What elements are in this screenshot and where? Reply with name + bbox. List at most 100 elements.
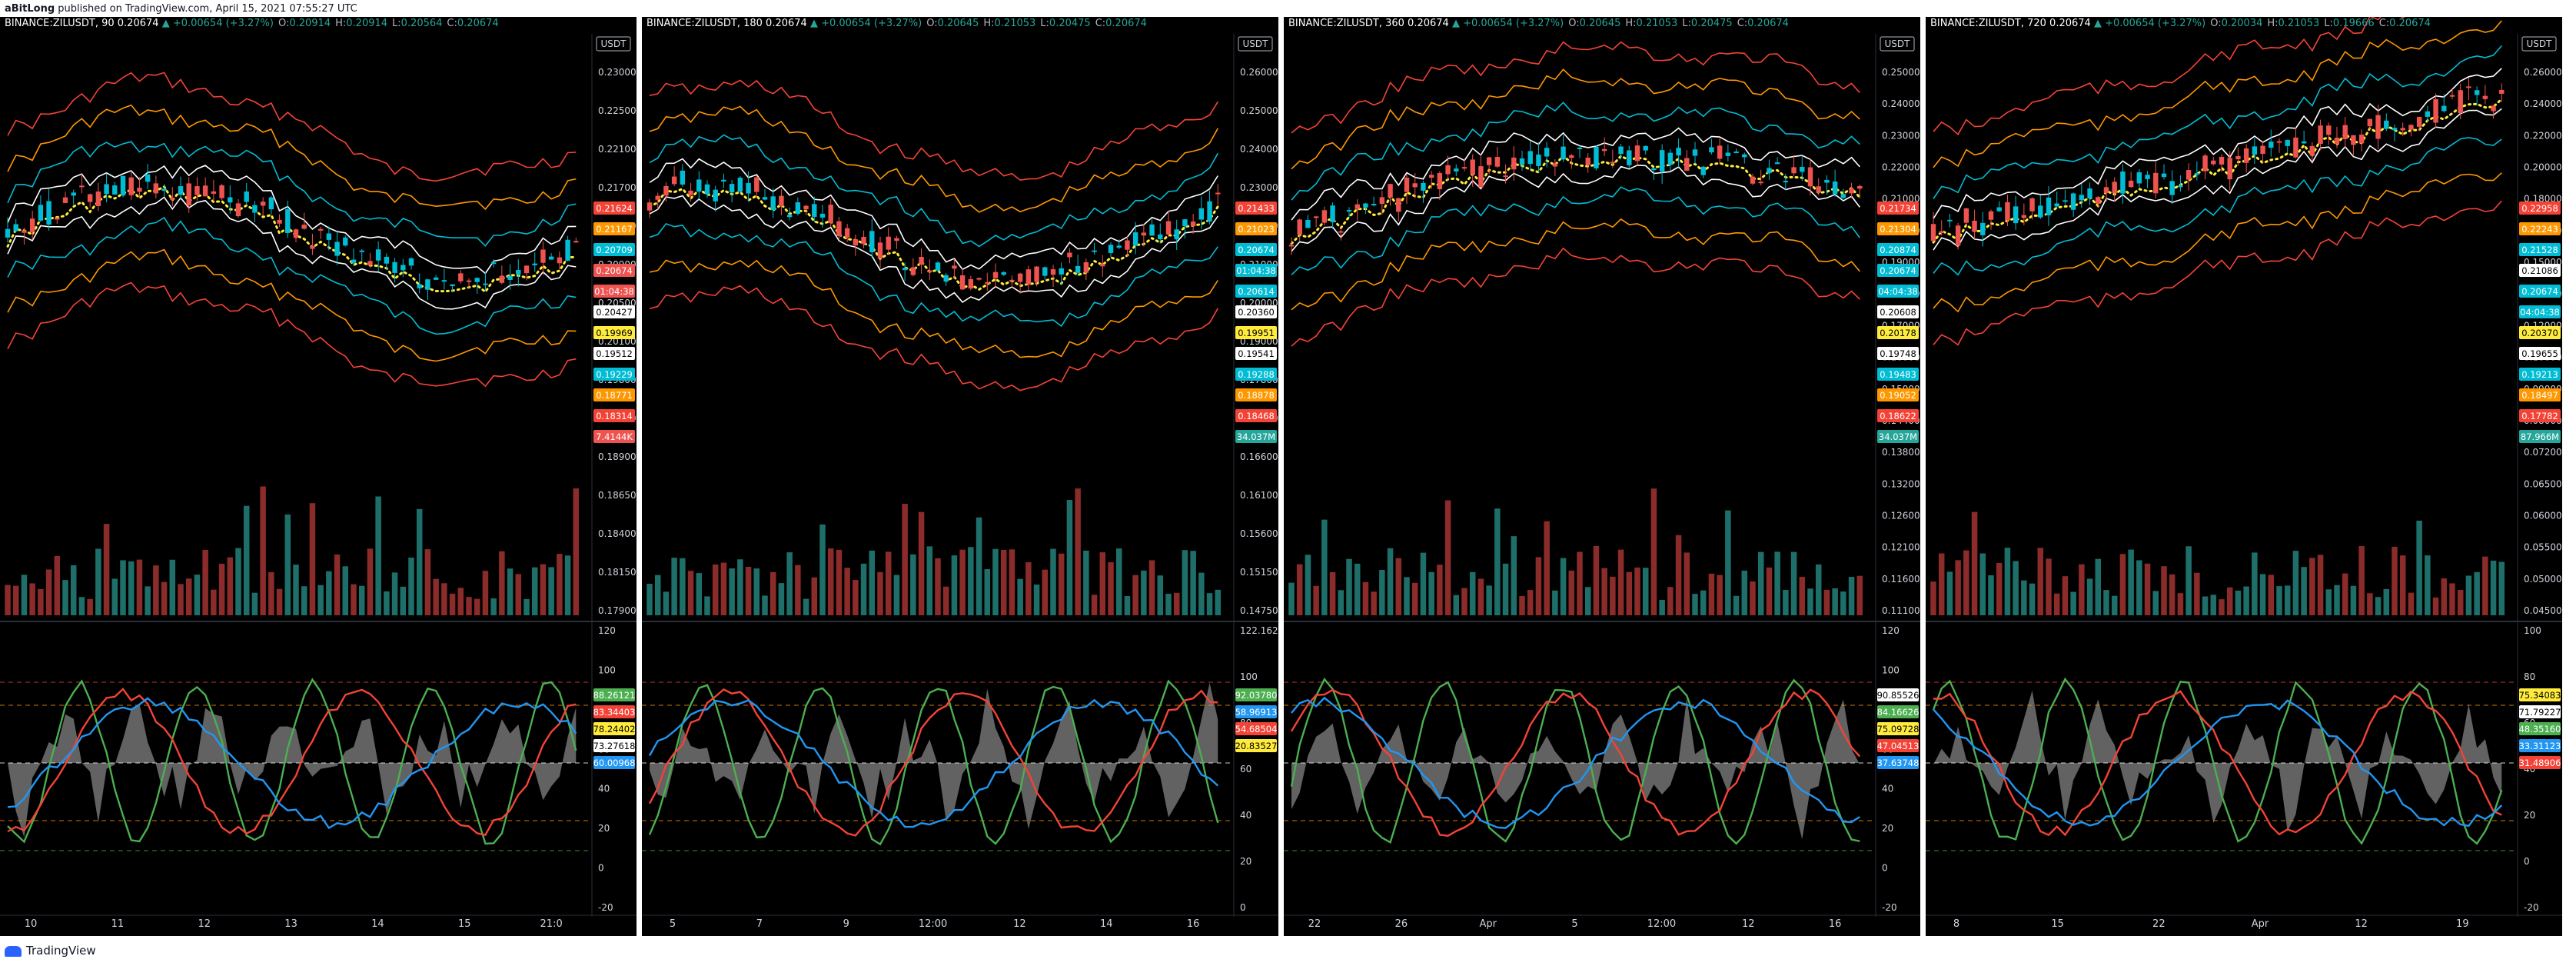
volume-bar: [935, 558, 941, 615]
histogram-area: [8, 703, 577, 838]
price-axis[interactable]: USDT0.260000.240000.220000.200000.180000…: [2519, 36, 2562, 616]
time-axis[interactable]: 5 7 9 12:00 12 14 16: [670, 918, 1200, 930]
candle-body: [2400, 128, 2405, 131]
tradingview-logo[interactable]: TradingView: [5, 944, 96, 958]
volume-bar: [111, 578, 118, 615]
volume-bar: [1173, 592, 1180, 615]
oscillator-tick: 40: [1882, 784, 1893, 794]
volume-bar: [1527, 590, 1534, 615]
price-axis[interactable]: USDT0.260000.250000.240000.230000.220000…: [1235, 36, 1278, 616]
candle-body: [1321, 210, 1328, 223]
oscillator-axis[interactable]: 120100806040200-2090.8552684.1662675.097…: [1877, 625, 1920, 913]
volume-bar: [1083, 550, 1089, 615]
price-axis[interactable]: USDT0.230000.225000.221000.217000.213000…: [593, 36, 637, 616]
candle-body: [1108, 245, 1114, 253]
oscillator-axis[interactable]: 122.1628510080604020092.0378058.9691354.…: [1235, 625, 1278, 913]
volume-bar: [1025, 562, 1032, 615]
volume-bar: [992, 548, 999, 615]
chart-panel-1[interactable]: BINANCE:ZILUSDT, 90 0.20674 ▲ +0.00654 (…: [0, 17, 637, 936]
volume-bar: [1198, 572, 1205, 615]
candle-body: [62, 197, 68, 203]
candle-body: [2219, 156, 2225, 165]
candle-body: [211, 191, 217, 194]
candle-body: [770, 196, 776, 211]
oscillator-tick: 80: [2524, 671, 2535, 682]
chart-canvas[interactable]: USDT0.230000.225000.221000.217000.213000…: [0, 17, 637, 936]
oscillator-tag-text: 71.79227: [2519, 707, 2561, 718]
candle-body: [1577, 147, 1583, 149]
volume-bar: [1305, 555, 1311, 615]
band-line: [1933, 108, 2502, 251]
price-change: +0.00654 (+3.27%): [1463, 18, 1564, 29]
price-tick: 0.13200: [1882, 478, 1920, 489]
price-tag-text: 0.22958: [2521, 203, 2558, 214]
price-axis[interactable]: USDT0.250000.240000.230000.220000.210000…: [1877, 36, 1920, 616]
volume-bar: [729, 568, 735, 615]
candle-body: [557, 257, 563, 264]
symbol-name[interactable]: BINANCE:ZILUSDT, 720: [1930, 18, 2046, 29]
candle-body: [219, 185, 224, 198]
candle-body: [1988, 211, 1994, 220]
chart-canvas[interactable]: USDT0.260000.240000.220000.200000.180000…: [1926, 17, 2562, 936]
volume-bar: [1338, 590, 1345, 615]
volume-bar: [1708, 573, 1715, 615]
candle-body: [1428, 175, 1434, 178]
candle-body: [2358, 135, 2365, 144]
oscillator-axis[interactable]: 100806040200-2075.3408371.7922748.351603…: [2519, 625, 2561, 913]
oscillator-tag: [2519, 756, 2561, 769]
volume-bar: [2252, 552, 2258, 615]
oscillator-line: [1933, 699, 2503, 828]
chart-panel-3[interactable]: BINANCE:ZILUSDT, 360 0.20674 ▲ +0.00654 …: [1284, 17, 1920, 936]
chart-canvas[interactable]: USDT0.250000.240000.230000.220000.210000…: [1284, 17, 1920, 936]
chart-panel-4[interactable]: BINANCE:ZILUSDT, 720 0.20674 ▲ +0.00654 …: [1926, 17, 2562, 936]
oscillator: [642, 679, 1234, 851]
author-name[interactable]: aBitLong: [5, 3, 55, 15]
candle-body: [1454, 168, 1459, 172]
volume-bar: [268, 571, 274, 615]
volume-bar: [902, 504, 908, 615]
time-tick: 5: [1571, 918, 1577, 930]
oscillator-axis[interactable]: 120100806040200-2088.2612183.3440378.244…: [593, 625, 636, 913]
price-tag-text: 0.22243: [2521, 224, 2558, 235]
chart-panel-2[interactable]: BINANCE:ZILUSDT, 180 0.20674 ▲ +0.00654 …: [642, 17, 1278, 936]
volume-bar: [1535, 557, 1542, 615]
up-arrow-icon: ▲: [809, 18, 818, 29]
oscillator-tag-text: 31.48906: [2519, 758, 2561, 768]
volume-bar: [1634, 567, 1640, 615]
price-tag-text: 0.19512: [596, 348, 633, 359]
chart-canvas[interactable]: USDT0.260000.250000.240000.230000.220000…: [642, 17, 1278, 936]
price-tick: 0.26000: [1240, 67, 1278, 78]
last-price: 0.20674: [1408, 18, 1449, 29]
candle-body: [450, 284, 455, 287]
symbol-name[interactable]: BINANCE:ZILUSDT, 90: [5, 18, 115, 29]
price-tick: 0.24000: [2524, 98, 2562, 109]
time-axis[interactable]: 8 15 22 Apr 12 19: [1953, 918, 2469, 930]
candle-body: [1807, 167, 1813, 187]
symbol-name[interactable]: BINANCE:ZILUSDT, 360: [1288, 18, 1404, 29]
symbol-name[interactable]: BINANCE:ZILUSDT, 180: [646, 18, 763, 29]
oscillator-tag: [1877, 722, 1919, 735]
time-axis[interactable]: 10 11 12 13 14 15 21:0: [25, 918, 563, 930]
price-tag-text: 0.19213: [2521, 369, 2558, 380]
candle-body: [680, 170, 686, 185]
price-tick: 0.18150: [598, 567, 637, 578]
price-tag-text: 0.18497: [2521, 390, 2558, 401]
oscillator-tick: -20: [1882, 902, 1897, 913]
volume-bar: [317, 585, 324, 615]
time-tick: 26: [1395, 918, 1408, 930]
candle-body: [2392, 128, 2398, 131]
volume-bar: [2152, 591, 2159, 615]
time-axis[interactable]: 22 26 Apr 5 12:00 12 16: [1308, 918, 1842, 930]
volume-bar: [2399, 555, 2406, 615]
candle-body: [688, 190, 693, 195]
candle-body: [1174, 229, 1179, 240]
band-line: [1933, 45, 2502, 199]
candle-body: [268, 197, 274, 210]
oscillator-tag-text: 78.24402: [593, 724, 636, 734]
candle-body: [153, 183, 159, 194]
candle-body: [1618, 146, 1624, 155]
oscillator-line: [1290, 678, 1860, 845]
price-tag: [2519, 347, 2561, 360]
candle-body: [120, 175, 126, 196]
volume-bar: [548, 567, 554, 615]
